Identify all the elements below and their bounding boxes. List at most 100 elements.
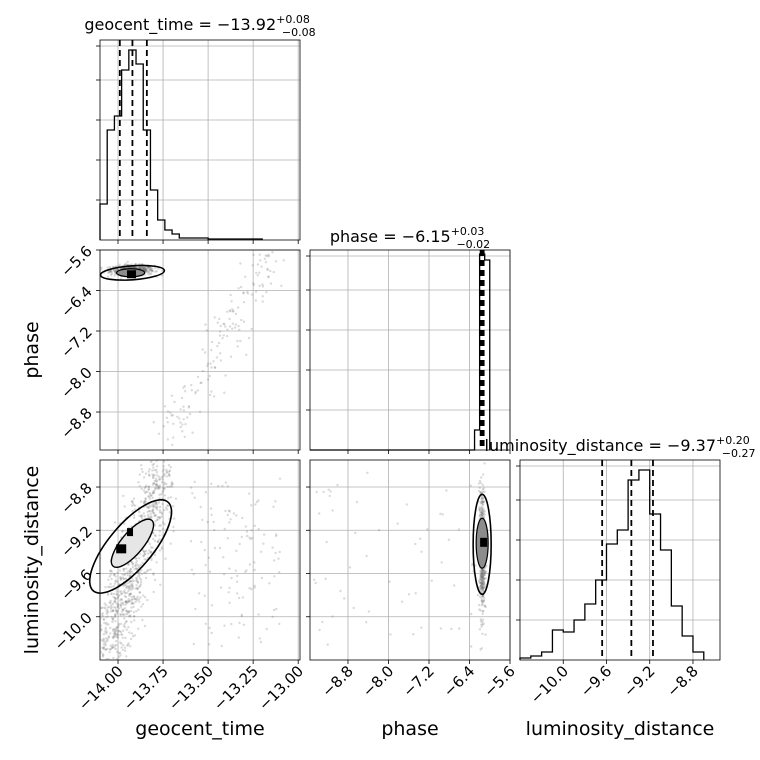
geocent-lumdist-sample-point [121,601,125,604]
phase-lumdist-sample-point [414,542,417,546]
geocent-lumdist-sample-point [150,546,153,549]
geocent-lumdist-sample-point [133,508,137,511]
geocent-lumdist-sample-point [143,624,147,628]
phase-lumdist-sample-point [479,620,483,623]
phase-lumdist-contour-outer [472,493,492,596]
geocent-lumdist-sample-point [147,485,150,489]
geocent-lumdist-sample-point [158,530,161,533]
geocent-lumdist-sample-point [120,592,123,595]
geocent-lumdist-sample-point [156,474,159,477]
geocent-lumdist-sample-point [151,463,154,467]
geocent-phase-sample-point [138,267,142,270]
geocent-lumdist-sample-point [166,485,169,488]
geocent-lumdist-sample-point [154,501,158,505]
geocent-phase-sample-point [187,405,191,408]
geocent-lumdist-sample-point [164,506,168,509]
phase-lumdist-sample-point [482,577,485,581]
geocent-lumdist-sample-point [105,621,108,624]
geocent-lumdist-sample-point [133,516,136,519]
hist-luminosity-distance-frame [519,459,721,661]
geocent-phase-sample-point [266,267,269,271]
phase-lumdist-sample-point [481,506,484,509]
geocent-lumdist-sample-point [242,623,246,626]
geocent-lumdist-sample-point [150,493,153,497]
geocent-lumdist-sample-point [145,505,148,508]
phase-lumdist-sample-point [482,586,485,589]
geocent-lumdist-sample-point [159,505,162,509]
phase-lumdist-sample-point [352,606,355,610]
geocent-lumdist-sample-point [154,484,158,487]
geocent-lumdist-sample-point [172,525,175,529]
geocent-phase-sample-point [178,417,181,420]
phase-lumdist-sample-point [481,582,484,586]
geocent-phase-sample-point [255,271,258,275]
geocent-lumdist-sample-point [106,639,109,643]
phase-lumdist-sample-point [484,633,487,636]
geocent-lumdist-sample-point [104,585,107,589]
xticklabel-geocent_time: −13.75 [120,662,172,714]
phase-lumdist-sample-point [482,609,485,613]
geocent-phase-sample-point [196,375,200,379]
phase-lumdist-sample-point [328,494,331,498]
phase-lumdist-sample-point [479,581,482,585]
geocent-lumdist-sample-point [236,574,239,578]
geocent-lumdist-sample-point [106,638,109,641]
phase-lumdist-sample-point [481,501,485,504]
geocent-phase-sample-point [201,348,204,351]
phase-lumdist-sample-point [420,626,423,629]
geocent-phase-sample-point [144,268,147,271]
geocent-lumdist-sample-point [111,645,114,648]
geocent-lumdist-sample-point [138,473,141,476]
xticklabel-phase: −6.4 [440,662,478,700]
geocent-phase-sample-point [251,264,254,267]
hist-luminosity-distance-grid [520,460,720,660]
geocent-lumdist-sample-point [107,611,110,614]
xticklabel-phase: −8.8 [318,662,356,700]
geocent-phase-sample-point [228,325,232,328]
geocent-lumdist-sample-point [110,570,114,573]
geocent-lumdist-sample-point [111,643,114,647]
geocent-phase-sample-point [141,266,144,269]
geocent-lumdist-sample-point [109,569,112,572]
geocent-lumdist-sample-point [127,581,130,584]
phase-lumdist-sample-point [483,513,486,516]
geocent-lumdist-sample-point [161,502,164,506]
geocent-lumdist-sample-point [229,518,232,521]
geocent-phase-sample-point [153,267,157,270]
geocent-lumdist-sample-point [169,542,172,545]
geocent-lumdist-sample-point [204,563,207,567]
geocent-lumdist-sample-point [102,654,105,657]
geocent-lumdist-sample-point [275,607,278,611]
geocent-lumdist-sample-point [116,636,120,639]
phase-lumdist-sample-point [480,623,483,626]
geocent-lumdist-sample-point [115,658,119,661]
geocent-lumdist-sample-point [124,603,127,606]
geocent-lumdist-sample-point [160,511,163,514]
phase-lumdist-sample-point [480,582,483,585]
geocent-phase-sample-point [181,423,184,426]
geocent-lumdist-sample-point [134,562,138,565]
phase-lumdist-sample-point [483,605,486,608]
geocent-lumdist-sample-point [158,487,161,490]
geocent-phase-sample-point [115,268,118,271]
geocent-lumdist-sample-point [120,598,124,601]
xticklabel-geocent_time: −13.25 [210,662,262,714]
phase-lumdist-sample-point [480,509,484,512]
phase-lumdist-sample-point [430,579,433,582]
phase-lumdist-sample-point [482,507,485,511]
geocent-phase-sample-point [219,352,222,355]
geocent-lumdist-sample-point [135,576,138,580]
geocent-phase-sample-point [231,322,235,325]
geocent-lumdist-sample-point [154,487,157,490]
geocent-lumdist-sample-point [155,561,158,564]
phase-lumdist-sample-point [480,625,483,628]
geocent-lumdist-sample-point [213,528,216,532]
geocent-lumdist-sample-point [129,579,133,583]
phase-lumdist-sample-point [322,490,325,494]
phase-lumdist-sample-point [482,577,485,580]
phase-lumdist-sample-point [482,569,485,572]
phase-lumdist-sample-point [480,584,483,588]
geocent-lumdist-sample-point [127,643,130,647]
geocent-lumdist-sample-point [199,505,202,509]
geocent-phase-sample-point [112,269,116,272]
